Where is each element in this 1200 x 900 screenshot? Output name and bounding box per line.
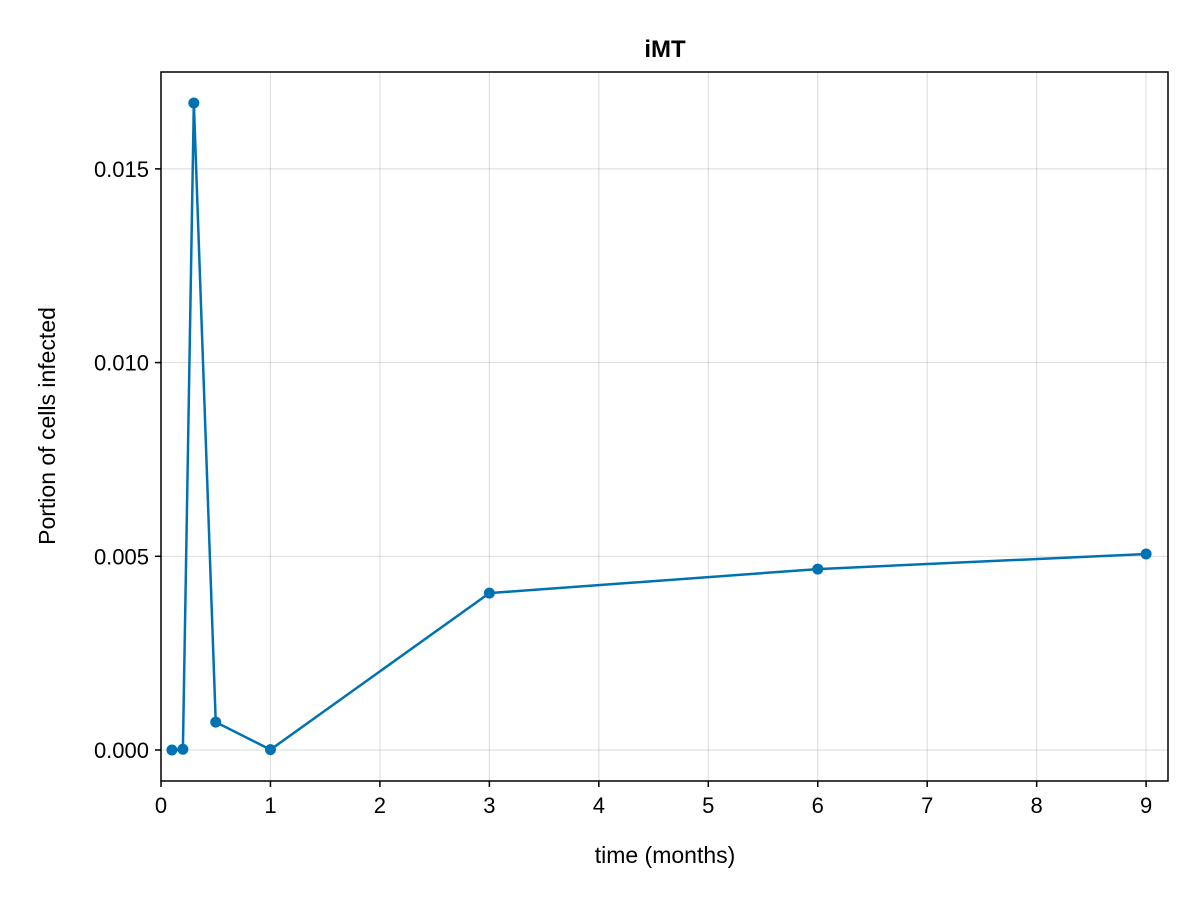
x-tick-label: 2 — [374, 793, 386, 818]
series-layer — [166, 97, 1152, 756]
x-tick-label: 7 — [921, 793, 933, 818]
data-point — [210, 716, 222, 728]
data-point — [1140, 548, 1152, 560]
y-tick-label: 0.005 — [94, 544, 149, 569]
data-point — [812, 563, 824, 575]
x-tick-label: 5 — [702, 793, 714, 818]
series-line — [171, 102, 1147, 752]
data-point — [177, 743, 189, 755]
y-tick-label: 0.015 — [94, 157, 149, 182]
x-axis-label: time (months) — [595, 842, 736, 868]
x-tick-label: 8 — [1031, 793, 1043, 818]
data-point — [483, 587, 495, 599]
y-tick-label: 0.010 — [94, 351, 149, 376]
y-axis-label: Portion of cells infected — [34, 307, 60, 545]
chart-title: iMT — [644, 36, 686, 63]
x-tick-label: 1 — [264, 793, 276, 818]
x-tick-label: 4 — [593, 793, 605, 818]
data-point — [264, 744, 276, 756]
tick-layer: 0 1 2 3 4 5 6 7 8 9 0.000 0.005 0.010 0.015 — [94, 157, 1152, 818]
x-tick-label: 9 — [1140, 793, 1152, 818]
data-point — [166, 744, 178, 756]
y-tick-label: 0.000 — [94, 738, 149, 763]
x-tick-label: 6 — [812, 793, 824, 818]
data-point — [188, 97, 200, 109]
x-tick-label: 0 — [155, 793, 167, 818]
plot-frame — [160, 71, 1169, 782]
grid-layer — [160, 72, 1168, 781]
x-tick-label: 3 — [483, 793, 495, 818]
